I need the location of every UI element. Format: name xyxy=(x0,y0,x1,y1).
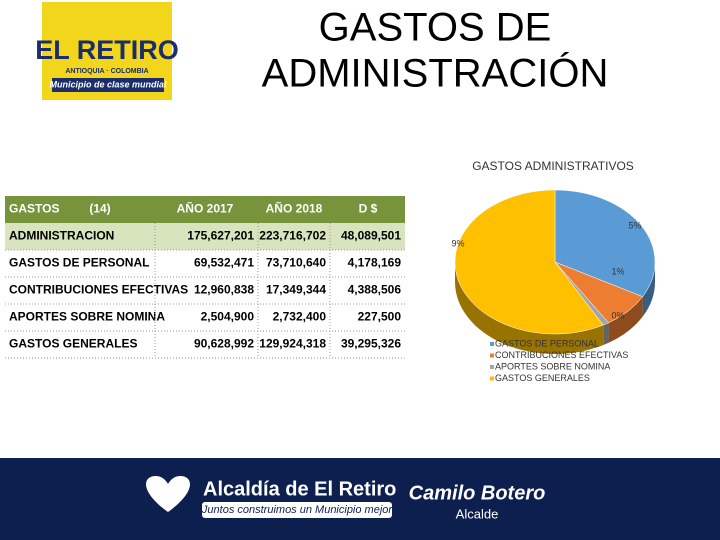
legend-entry: GASTOS DE PERSONAL xyxy=(495,338,599,348)
table-cell: 2,504,900 xyxy=(201,310,255,324)
footer-role: Alcalde xyxy=(456,506,499,521)
table-cell: 2,732,400 xyxy=(273,310,327,324)
table-cell: 129,924,318 xyxy=(259,337,326,351)
footer-logo xyxy=(146,476,190,512)
table-cell: 12,960,838 xyxy=(194,283,254,297)
table-cell: 48,089,501 xyxy=(341,229,401,243)
motto-box xyxy=(202,502,392,518)
footer-org: Alcaldía de El Retiro xyxy=(203,478,396,500)
logo-region: ANTIOQUIA · COLOMBIA xyxy=(65,68,148,75)
table-cell: 4,388,506 xyxy=(348,283,402,297)
legend-entry: APORTES SOBRE NOMINA xyxy=(495,361,610,371)
slice-side xyxy=(608,296,643,343)
legend-marker xyxy=(490,376,494,381)
logo-band xyxy=(52,78,164,92)
table-cell: 17,349,344 xyxy=(266,283,326,297)
slice-side xyxy=(642,262,655,317)
table-cell: GASTOS DE PERSONAL xyxy=(9,256,149,270)
table-header-cell: GASTOS xyxy=(9,202,59,216)
data-label: 9% xyxy=(451,238,464,248)
table-header-cell: AÑO 2018 xyxy=(266,201,323,216)
table-cell: 223,716,702 xyxy=(259,229,326,243)
data-label: 1% xyxy=(611,266,624,276)
table-cell: APORTES SOBRE NOMINA xyxy=(9,310,165,324)
table-header-bg xyxy=(5,196,405,223)
chart-title: GASTOS ADMINISTRATIVOS xyxy=(472,159,634,173)
table-cell: 4,178,169 xyxy=(348,256,402,270)
title: ADMINISTRACIÓN xyxy=(262,51,609,96)
table-cell: ADMINISTRACION xyxy=(9,229,114,243)
legend-entry: GASTOS GENERALES xyxy=(495,373,590,383)
slice xyxy=(454,189,604,335)
data-label: 5% xyxy=(628,220,641,230)
table-cell: 73,710,640 xyxy=(266,256,326,270)
table-cell: GASTOS GENERALES xyxy=(9,337,137,351)
table-cell: 90,628,992 xyxy=(194,337,254,351)
title: GASTOS DE xyxy=(319,6,552,50)
slice xyxy=(554,189,656,297)
legend-marker xyxy=(490,365,494,369)
table-cell: 39,295,326 xyxy=(341,337,401,351)
table-header-cell: AÑO 2017 xyxy=(177,201,234,216)
legend-marker xyxy=(490,342,494,346)
table-header-cell: D $ xyxy=(359,202,378,216)
table-cell: 69,532,471 xyxy=(194,256,254,270)
table-highlight-row xyxy=(5,223,405,250)
logo-slogan: Municipio de clase mundial xyxy=(49,79,167,89)
footer-motto: Juntos construimos un Municipio mejor xyxy=(201,504,393,516)
legend-entry: CONTRIBUCIONES EFECTIVAS xyxy=(495,350,628,360)
table-cell: CONTRIBUCIONES EFECTIVAS xyxy=(9,283,188,297)
footer-mayor: Camilo Botero xyxy=(409,482,546,504)
data-label: 0% xyxy=(611,310,624,320)
slice-side xyxy=(455,262,604,355)
table-cell: 227,500 xyxy=(358,310,402,324)
logo-name: EL RETIRO xyxy=(35,35,179,65)
table-cell: 175,627,201 xyxy=(187,229,254,243)
table-header-cell: (14) xyxy=(89,202,110,216)
slice-side xyxy=(603,322,609,346)
footer-band xyxy=(0,458,720,540)
legend-marker xyxy=(490,353,494,358)
